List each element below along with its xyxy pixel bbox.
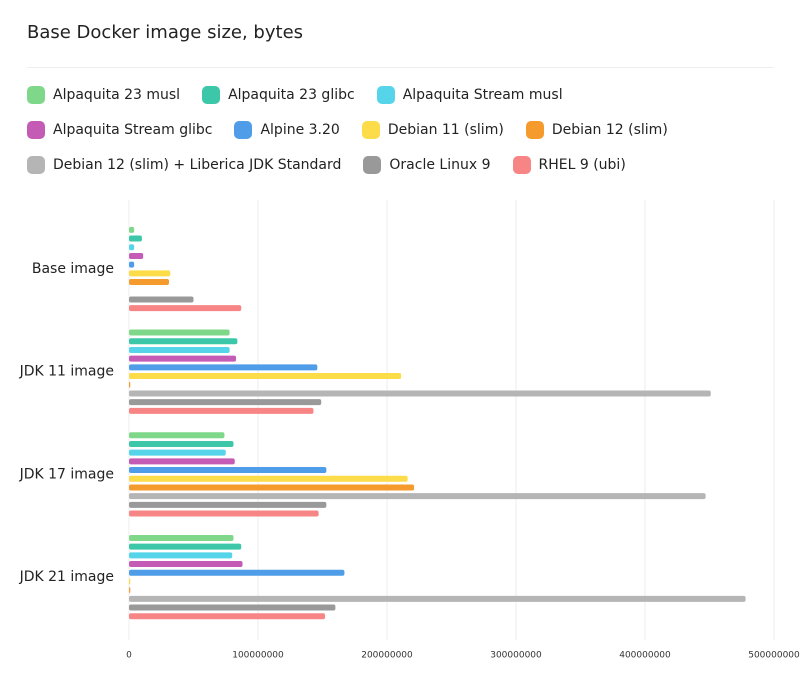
bar [129, 534, 234, 541]
bar [129, 510, 319, 517]
legend-label: Alpaquita Stream musl [402, 87, 563, 103]
legend-label: Debian 12 (slim) [551, 122, 668, 138]
bar [129, 226, 135, 233]
bar [129, 305, 242, 312]
legend-swatch [361, 121, 380, 139]
legend-label: Alpaquita Stream glibc [53, 122, 213, 138]
bar [129, 569, 345, 576]
legend-label: Alpaquita 23 glibc [228, 87, 355, 103]
bar [129, 493, 706, 500]
legend-item[interactable]: Alpine 3.20 [234, 119, 340, 141]
bar [129, 235, 142, 242]
bar [129, 329, 230, 336]
bar [129, 484, 415, 491]
legend-swatch [512, 156, 531, 174]
bar [129, 595, 746, 602]
bar [129, 613, 326, 620]
legend-label: Debian 11 (slim) [387, 122, 504, 138]
bar [129, 407, 314, 414]
legend-swatch [525, 121, 544, 139]
legend-label: Alpaquita 23 musl [53, 87, 181, 103]
bar [129, 578, 131, 585]
bar [129, 604, 336, 611]
legend: Alpaquita 23 musl Alpaquita 23 glibc Alpaq… [27, 84, 767, 176]
legend-swatch [202, 86, 221, 104]
bar [129, 475, 408, 482]
bar [129, 399, 322, 406]
chart-title: Base Docker image size, bytes [27, 22, 304, 43]
y-tick-label: JDK 17 image [19, 466, 114, 482]
bar [129, 355, 237, 362]
bar [129, 296, 194, 303]
bar [129, 561, 243, 568]
legend-swatch [27, 156, 45, 174]
legend-item[interactable]: Alpaquita 23 glibc [202, 84, 355, 106]
x-tick-label: 400000000 [619, 651, 671, 661]
x-tick-label: 200000000 [361, 651, 413, 661]
separator [27, 67, 774, 68]
bar [129, 381, 131, 388]
legend-item[interactable]: Alpaquita Stream musl [376, 84, 563, 106]
bar [129, 338, 238, 345]
bar [129, 390, 711, 397]
bar [129, 467, 327, 474]
bar [129, 449, 226, 456]
legend-item[interactable]: Debian 11 (slim) [361, 119, 504, 141]
legend-item[interactable]: Debian 12 (slim) + Liberica JDK Standard [27, 154, 341, 176]
x-tick-label: 100000000 [232, 651, 284, 661]
legend-swatch [27, 121, 45, 139]
x-tick-label: 500000000 [748, 651, 800, 661]
bar [129, 373, 402, 380]
bar [129, 270, 171, 277]
legend-swatch [376, 86, 395, 104]
y-tick-label: JDK 21 image [19, 569, 114, 585]
bar [129, 587, 131, 594]
bar [129, 364, 318, 371]
legend-swatch [27, 86, 45, 104]
bar [129, 252, 144, 259]
x-tick-label: 300000000 [490, 651, 542, 661]
legend-item[interactable]: Oracle Linux 9 [363, 154, 491, 176]
legend-label: RHEL 9 (ubi) [538, 157, 626, 173]
y-tick-label: Base image [32, 261, 114, 277]
legend-swatch [363, 156, 382, 174]
legend-swatch [234, 121, 253, 139]
legend-item[interactable]: RHEL 9 (ubi) [512, 154, 626, 176]
bar [129, 432, 225, 439]
bar [129, 543, 242, 550]
bar [129, 261, 135, 268]
bar [129, 552, 233, 559]
x-tick-label: 0 [126, 651, 132, 661]
bar [129, 440, 234, 447]
legend-item[interactable]: Alpaquita 23 musl [27, 84, 180, 106]
y-tick-label: JDK 11 image [19, 364, 114, 380]
bar [129, 279, 169, 286]
bar [129, 458, 235, 465]
legend-item[interactable]: Debian 12 (slim) [525, 119, 668, 141]
legend-label: Oracle Linux 9 [389, 157, 491, 173]
legend-label: Alpine 3.20 [260, 122, 340, 138]
bar [129, 244, 135, 251]
legend-item[interactable]: Alpaquita Stream glibc [27, 119, 212, 141]
bar [129, 501, 327, 508]
bar [129, 346, 230, 353]
legend-label: Debian 12 (slim) + Liberica JDK Standard [53, 157, 342, 173]
